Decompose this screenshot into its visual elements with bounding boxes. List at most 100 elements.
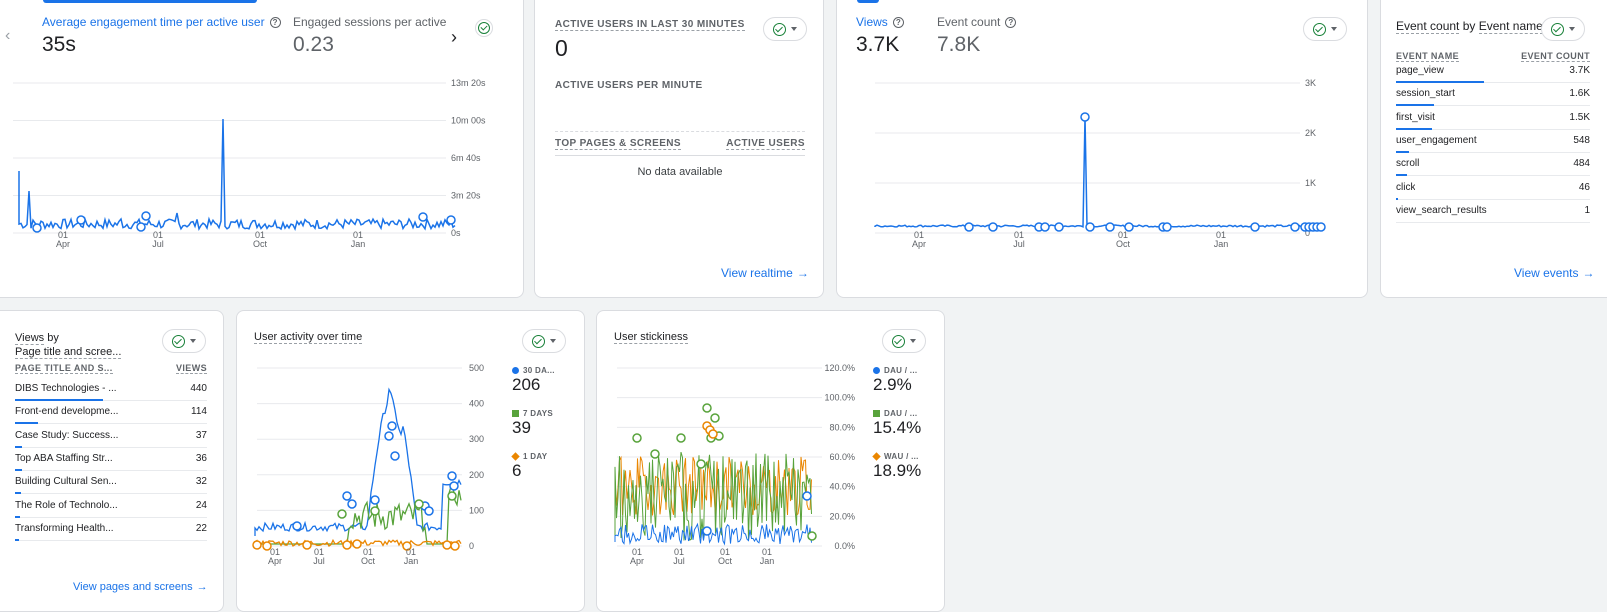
row-name: Top ABA Staffing Str... (15, 452, 113, 464)
data-quality-check-icon[interactable] (475, 19, 493, 37)
anomaly-point (337, 509, 347, 519)
table-row[interactable]: view_search_results 1 (1396, 200, 1590, 223)
active-users-value: 0 (555, 35, 568, 61)
table-row[interactable]: click 46 (1396, 177, 1590, 200)
anomaly-point (442, 540, 452, 550)
col-active-users[interactable]: ACTIVE USERS (726, 138, 805, 150)
title-by: by (47, 332, 59, 344)
x-tick-month: Apr (630, 556, 644, 566)
chevron-right-icon[interactable]: › (451, 27, 457, 47)
row-share-bar (1396, 127, 1433, 130)
anomaly-point (262, 541, 272, 551)
y-tick-label: 80.0% (829, 422, 855, 432)
col-event-count[interactable]: EVENT COUNT (1521, 51, 1590, 62)
metric-label: Views (856, 15, 888, 29)
data-quality-dropdown[interactable] (522, 329, 566, 353)
y-tick-label: 100.0% (824, 393, 855, 403)
data-quality-dropdown[interactable] (763, 17, 807, 41)
anomaly-point (1124, 222, 1134, 232)
row-name: Front-end developme... (15, 406, 119, 418)
anomaly-point (402, 541, 412, 551)
metric-views[interactable]: Views? 3.7K (856, 15, 904, 57)
table-row[interactable]: scroll 484 (1396, 153, 1590, 177)
col-top-pages[interactable]: TOP PAGES & SCREENS (555, 138, 681, 150)
realtime-title[interactable]: ACTIVE USERS IN LAST 30 MINUTES (555, 19, 745, 31)
table-row[interactable]: Top ABA Staffing Str... 36 (15, 448, 207, 471)
events-table: EVENT NAME EVENT COUNT page_view 3.7K sess… (1396, 51, 1590, 241)
table-row[interactable]: Building Cultural Sen... 32 (15, 471, 207, 495)
title-dimension[interactable]: Event name (1478, 19, 1543, 34)
view-pages-link[interactable]: View pages and screens → (73, 581, 208, 593)
anomaly-point (1105, 222, 1115, 232)
gridlines (875, 82, 1300, 234)
anomaly-point (446, 215, 456, 225)
chevron-left-icon[interactable]: ‹ (5, 27, 11, 44)
row-value: 36 (195, 452, 207, 464)
data-quality-dropdown[interactable] (162, 329, 206, 353)
table-row[interactable]: DIBS Technologies - ... 440 (15, 378, 207, 401)
legend-item[interactable]: 7 DAYS 39 (512, 409, 582, 438)
card-title[interactable]: User activity over time (254, 331, 363, 344)
metric-value: 35s (42, 33, 76, 56)
row-name: click (1396, 181, 1416, 193)
legend-value: 2.9% (873, 375, 912, 394)
x-tick-month: Apr (912, 239, 926, 249)
per-minute-label: ACTIVE USERS PER MINUTE (555, 80, 703, 91)
anomaly-point (418, 212, 428, 222)
title-metric[interactable]: Views (15, 332, 45, 345)
y-axis-ticks: 500 400 300 200 100 0 (469, 363, 484, 551)
views-by-page-card: Views by Page title and scree... PAGE TI… (0, 310, 224, 612)
card-title[interactable]: User stickiness (614, 331, 688, 344)
metric-avg-engagement[interactable]: Average engagement time per active user?… (42, 15, 281, 57)
title-dimension[interactable]: Page title and scree... (15, 346, 122, 359)
table-row[interactable]: Case Study: Success... 37 (15, 425, 207, 448)
help-icon[interactable]: ? (1005, 17, 1017, 29)
title-metric[interactable]: Event count (1396, 19, 1460, 34)
col-views[interactable]: VIEWS (175, 363, 207, 374)
table-row[interactable]: first_visit 1.5K (1396, 107, 1590, 130)
check-icon (892, 334, 905, 348)
col-event-name[interactable]: EVENT NAME (1396, 51, 1460, 62)
metric-event-count[interactable]: Event count? 7.8K (937, 15, 1017, 57)
table-row[interactable]: user_engagement 548 (1396, 130, 1590, 153)
view-events-link[interactable]: View events → (1514, 266, 1594, 280)
table-row[interactable]: session_start 1.6K (1396, 83, 1590, 107)
view-realtime-link[interactable]: View realtime → (721, 266, 809, 280)
anomaly-point (384, 431, 394, 441)
legend-item[interactable]: DAU / ... 15.4% (873, 409, 943, 438)
table-row[interactable]: Transforming Health... 22 (15, 518, 207, 541)
chevron-down-icon (550, 339, 556, 343)
user-activity-card: User activity over time 500 400 300 200 100 0… (236, 310, 585, 612)
table-row[interactable]: The Role of Technolo... 24 (15, 495, 207, 518)
legend-item[interactable]: WAU / ... 18.9% (872, 452, 943, 481)
y-tick-label: 120.0% (824, 363, 855, 373)
help-icon[interactable]: ? (269, 17, 281, 29)
row-name: Transforming Health... (15, 522, 114, 534)
row-name: DIBS Technologies - ... (15, 383, 117, 394)
table-row[interactable]: page_view 3.7K (1396, 60, 1590, 83)
legend-value: 6 (512, 461, 522, 480)
legend-item[interactable]: 1 DAY 6 (511, 452, 582, 481)
data-quality-dropdown[interactable] (1541, 17, 1585, 41)
row-value: 22 (195, 522, 207, 534)
anomaly-point (252, 540, 262, 550)
col-page-title[interactable]: PAGE TITLE AND S... (15, 363, 113, 374)
row-name: view_search_results (1396, 204, 1487, 216)
table-row[interactable]: Front-end developme... 114 (15, 401, 207, 425)
y-tick-label: 200 (469, 470, 484, 480)
legend-item[interactable]: DAU / ... 2.9% (873, 366, 943, 395)
x-tick-day: 01 (406, 547, 416, 557)
anomaly-point (302, 540, 312, 550)
circle-swatch-icon (512, 367, 519, 375)
help-icon[interactable]: ? (892, 17, 904, 29)
legend-item[interactable]: 30 DA... 206 (512, 366, 582, 395)
data-quality-dropdown[interactable] (882, 329, 926, 353)
row-value: 1.5K (1569, 111, 1590, 123)
anomaly-point (676, 433, 686, 443)
metric-engaged-sessions[interactable]: Engaged sessions per active us 0.23 (293, 15, 448, 57)
y-tick-label: 0s (451, 228, 461, 238)
data-quality-dropdown[interactable] (1303, 17, 1347, 41)
row-name: Building Cultural Sen... (15, 476, 117, 488)
event-count-card: Event count by Event name EVENT NAME EVE… (1380, 0, 1607, 298)
